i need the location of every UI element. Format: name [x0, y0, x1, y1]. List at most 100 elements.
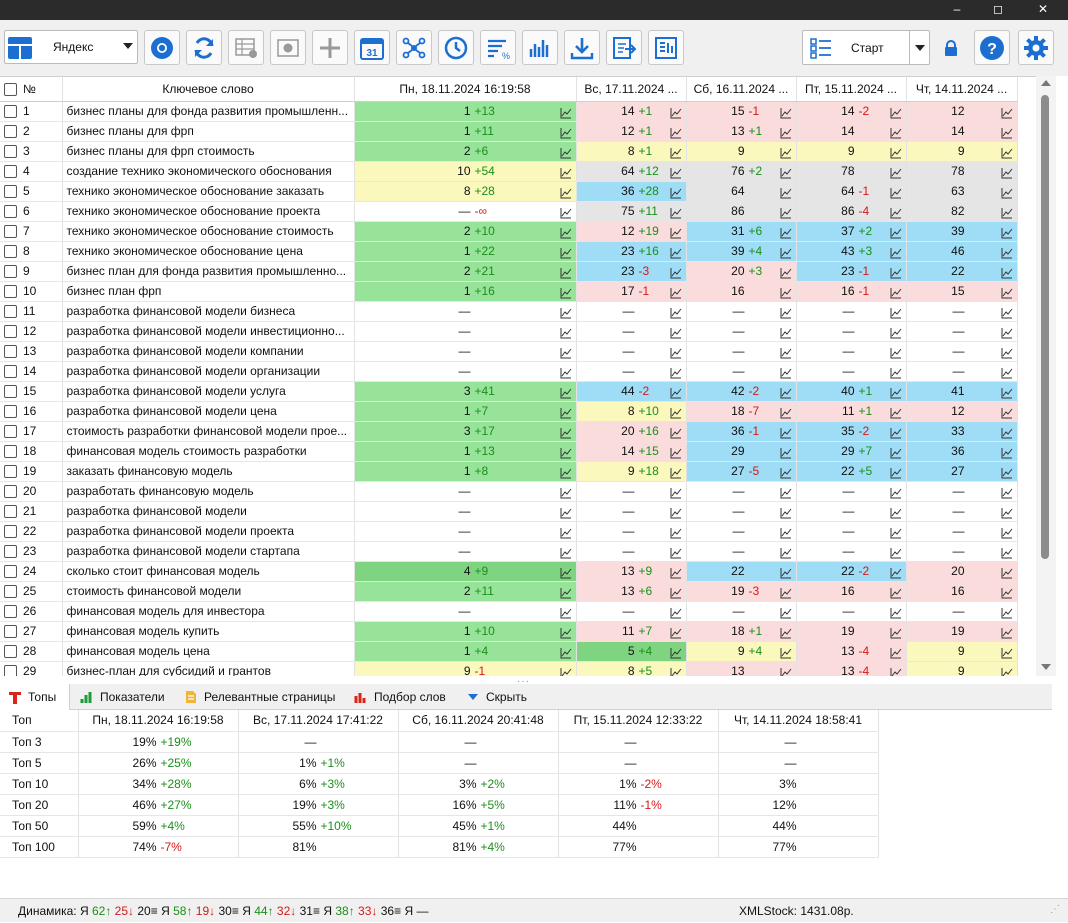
position-chart-icon[interactable] — [890, 427, 902, 439]
row-checkbox[interactable] — [4, 665, 17, 676]
position-chart-icon[interactable] — [670, 647, 682, 659]
position-chart-icon[interactable] — [1001, 467, 1013, 479]
position-cell[interactable]: 8 +10 — [576, 401, 687, 422]
position-cell[interactable]: 19 -3 — [686, 581, 797, 602]
table-row[interactable]: 25 стоимость финансовой модели 2 +11 13 +6 19-… — [0, 581, 1018, 602]
position-cell[interactable]: 3 +41 — [354, 381, 577, 402]
position-cell[interactable]: 19 — [906, 621, 1018, 642]
keyword-cell[interactable]: разработка финансовой модели инвестицион… — [62, 321, 355, 342]
position-chart-icon[interactable] — [560, 187, 572, 199]
position-chart-icon[interactable] — [780, 547, 792, 559]
position-cell[interactable]: 40 +1 — [796, 381, 907, 402]
row-number-cell[interactable]: 13 — [0, 341, 63, 362]
position-chart-icon[interactable] — [560, 327, 572, 339]
position-chart-icon[interactable] — [560, 107, 572, 119]
keyword-cell[interactable]: разработка финансовой модели бизнеса — [62, 301, 355, 322]
position-chart-icon[interactable] — [890, 347, 902, 359]
add-button[interactable] — [312, 30, 348, 65]
row-number-cell[interactable]: 20 — [0, 481, 63, 502]
table-row[interactable]: 19 заказать финансовую модель 1 +8 9 +18 27 -5 2… — [0, 461, 1018, 482]
position-cell[interactable]: — — [354, 601, 577, 622]
position-chart-icon[interactable] — [670, 167, 682, 179]
position-chart-icon[interactable] — [780, 607, 792, 619]
lock-icon[interactable] — [944, 40, 958, 56]
table-row[interactable]: 26 финансовая модель для инвестора — — — — — — [0, 601, 1018, 622]
position-cell[interactable]: 13 -4 — [796, 661, 907, 676]
position-cell[interactable]: 33 — [906, 421, 1018, 442]
position-chart-icon[interactable] — [890, 307, 902, 319]
position-cell[interactable]: 1 +22 — [354, 241, 577, 262]
position-cell[interactable]: 14 — [796, 121, 907, 142]
table-row[interactable]: 13 разработка финансовой модели компании —… — [0, 341, 1018, 362]
position-cell[interactable]: 1 +11 — [354, 121, 577, 142]
tops-col-header-date-3[interactable]: Сб, 16.11.2024 20:41:48 — [398, 710, 559, 732]
position-cell[interactable]: — — [686, 361, 797, 382]
position-chart-icon[interactable] — [890, 527, 902, 539]
position-cell[interactable]: 13 — [686, 661, 797, 676]
position-chart-icon[interactable] — [1001, 147, 1013, 159]
position-chart-icon[interactable] — [780, 347, 792, 359]
position-chart-icon[interactable] — [670, 207, 682, 219]
position-cell[interactable]: 13 +9 — [576, 561, 687, 582]
position-chart-icon[interactable] — [560, 267, 572, 279]
position-cell[interactable]: 3 +17 — [354, 421, 577, 442]
keyword-cell[interactable]: сколько стоит финансовая модель — [62, 561, 355, 582]
keyword-cell[interactable]: разработка финансовой модели проекта — [62, 521, 355, 542]
table-row[interactable]: 7 технико экономическое обоснование стоим… — [0, 221, 1018, 242]
position-cell[interactable]: 14 +15 — [576, 441, 687, 462]
position-chart-icon[interactable] — [670, 107, 682, 119]
network-button[interactable] — [396, 30, 432, 65]
position-chart-icon[interactable] — [780, 127, 792, 139]
keyword-cell[interactable]: заказать финансовую модель — [62, 461, 355, 482]
position-cell[interactable]: — — [576, 301, 687, 322]
tab-indicators[interactable]: Показатели — [72, 684, 172, 710]
keyword-cell[interactable]: технико экономическое обоснование заказа… — [62, 181, 355, 202]
position-cell[interactable]: 8 +28 — [354, 181, 577, 202]
position-cell[interactable]: 16 -1 — [796, 281, 907, 302]
position-cell[interactable]: 22 -2 — [796, 561, 907, 582]
position-cell[interactable]: 64 -1 — [796, 181, 907, 202]
position-cell[interactable]: — — [576, 481, 687, 502]
position-cell[interactable]: — — [576, 321, 687, 342]
table-row[interactable]: 20 разработать финансовую модель — — — — — — [0, 481, 1018, 502]
position-chart-icon[interactable] — [560, 627, 572, 639]
position-cell[interactable]: 1 +8 — [354, 461, 577, 482]
position-chart-icon[interactable] — [560, 367, 572, 379]
row-checkbox[interactable] — [4, 185, 17, 199]
position-chart-icon[interactable] — [780, 107, 792, 119]
row-checkbox[interactable] — [4, 545, 17, 559]
position-cell[interactable]: — — [354, 321, 577, 342]
position-cell[interactable]: 13 +6 — [576, 581, 687, 602]
position-chart-icon[interactable] — [560, 467, 572, 479]
position-chart-icon[interactable] — [890, 227, 902, 239]
row-number-cell[interactable]: 29 — [0, 661, 63, 676]
position-cell[interactable]: 20 +16 — [576, 421, 687, 442]
keyword-cell[interactable]: разработка финансовой модели услуга — [62, 381, 355, 402]
position-cell[interactable]: 37 +2 — [796, 221, 907, 242]
position-cell[interactable]: 9 -1 — [354, 661, 577, 676]
position-cell[interactable]: — — [354, 361, 577, 382]
keyword-cell[interactable]: стоимость финансовой модели — [62, 581, 355, 602]
position-chart-icon[interactable] — [1001, 267, 1013, 279]
position-cell[interactable]: 75 +11 — [576, 201, 687, 222]
position-cell[interactable]: — — [906, 361, 1018, 382]
row-checkbox[interactable] — [4, 445, 17, 459]
position-cell[interactable]: — — [576, 341, 687, 362]
keyword-cell[interactable]: бизнес планы для фрп — [62, 121, 355, 142]
position-chart-icon[interactable] — [1001, 387, 1013, 399]
position-chart-icon[interactable] — [780, 147, 792, 159]
position-chart-icon[interactable] — [1001, 607, 1013, 619]
position-chart-icon[interactable] — [1001, 567, 1013, 579]
table-row[interactable]: 29 бизнес-план для субсидий и грантов 9 -1 8… — [0, 661, 1018, 676]
position-cell[interactable]: — — [576, 541, 687, 562]
position-chart-icon[interactable] — [670, 267, 682, 279]
row-number-cell[interactable]: 14 — [0, 361, 63, 382]
row-number-cell[interactable]: 27 — [0, 621, 63, 642]
tab-tops[interactable]: Топы — [0, 684, 70, 710]
position-cell[interactable]: 2 +10 — [354, 221, 577, 242]
row-number-cell[interactable]: 1 — [0, 101, 63, 122]
position-cell[interactable]: 39 +4 — [686, 241, 797, 262]
keyword-cell[interactable]: технико экономическое обоснование стоимо… — [62, 221, 355, 242]
tops-col-header-top[interactable]: Топ — [0, 710, 79, 732]
row-checkbox[interactable] — [4, 245, 17, 259]
